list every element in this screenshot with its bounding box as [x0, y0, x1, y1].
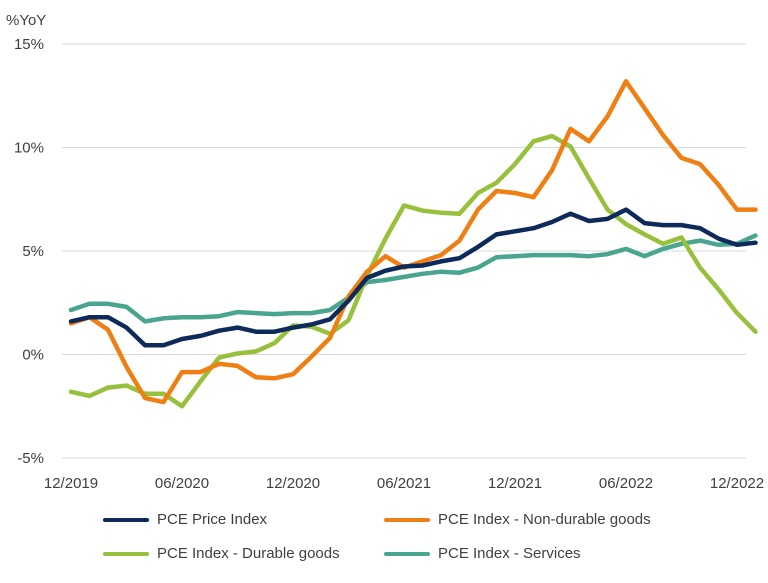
x-tick-label: 12/2019	[44, 475, 98, 492]
y-tick-label: -5%	[17, 450, 44, 467]
x-tick-label: 06/2022	[599, 475, 653, 492]
line-chart: %YoY 15% 10% 5% 0% -5% 12/2019 06/2020 12/2020…	[6, 12, 764, 492]
y-tick-label: 15%	[14, 36, 44, 53]
legend-swatch-services	[384, 551, 430, 556]
series-line-pce-price-index	[68, 207, 758, 348]
series-line-pce-index-durable-goods	[68, 133, 758, 409]
legend-item-services: PCE Index - Services	[384, 545, 581, 562]
x-tick-label: 06/2020	[155, 475, 209, 492]
legend: PCE Price Index PCE Index - Non-durable …	[0, 505, 768, 583]
legend-swatch-pce-price-index	[103, 517, 149, 522]
series-line-pce-index-services	[68, 233, 758, 324]
legend-label: PCE Index - Non-durable goods	[438, 511, 651, 528]
legend-label: PCE Index - Durable goods	[157, 545, 340, 562]
legend-swatch-durable-goods	[103, 551, 149, 556]
legend-label: PCE Index - Services	[438, 545, 581, 562]
x-tick-label: 12/2020	[266, 475, 320, 492]
x-tick-label: 12/2021	[488, 475, 542, 492]
y-tick-label: 5%	[22, 243, 44, 260]
legend-label: PCE Price Index	[157, 511, 268, 528]
y-tick-label: 10%	[14, 140, 44, 157]
x-tick-label: 06/2021	[377, 475, 431, 492]
legend-swatch-non-durable-goods	[384, 517, 430, 522]
series-line-pce-index-non-durable-goods	[68, 79, 758, 405]
legend-item-pce-price-index: PCE Price Index	[103, 511, 267, 528]
legend-item-non-durable-goods: PCE Index - Non-durable goods	[384, 511, 651, 528]
y-tick-label: 0%	[22, 347, 44, 364]
legend-item-durable-goods: PCE Index - Durable goods	[103, 545, 340, 562]
y-axis-label: %YoY	[6, 12, 46, 29]
x-tick-label: 12/2022	[710, 475, 764, 492]
